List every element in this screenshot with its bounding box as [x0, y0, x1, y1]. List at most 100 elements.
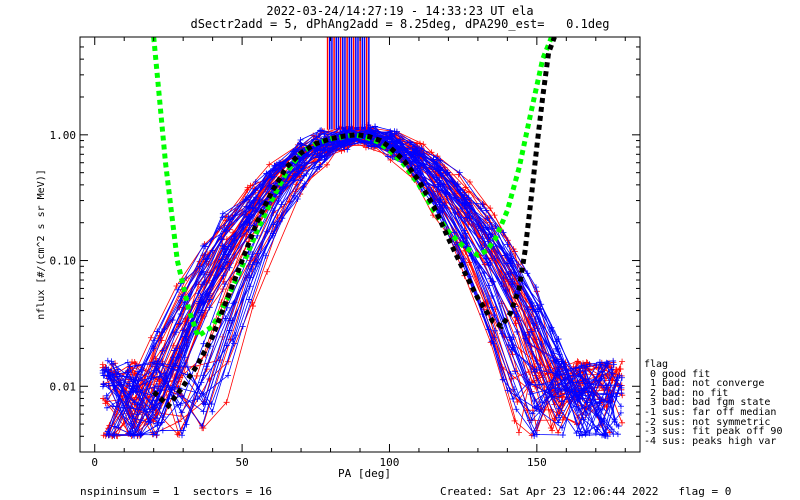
blue-series-point [126, 430, 133, 437]
blue-series-point [387, 132, 394, 139]
flag-legend: flag 0 good fit 1 bad: not converge 2 ba… [644, 360, 782, 446]
blue-series-point [183, 421, 190, 428]
blue-series-point [208, 401, 215, 408]
blue-series-point [492, 223, 499, 230]
blue-series-point [218, 236, 225, 243]
blue-series-point [131, 399, 138, 406]
blue-series-point [507, 370, 514, 377]
blue-series-point [171, 347, 178, 354]
blue-series-point [552, 384, 559, 391]
blue-series-point [504, 241, 511, 248]
blue-series-point [155, 419, 162, 426]
blue-series-point [464, 214, 471, 221]
blue-series-point [270, 221, 277, 228]
blue-series-point [509, 342, 516, 349]
blue-series-point [200, 408, 207, 415]
chart-title-line1: 2022-03-24/14:27:19 - 14:33:23 UT ela [266, 4, 534, 18]
blue-series-point [534, 325, 541, 332]
blue-series-point [485, 326, 492, 333]
blue-series-point [458, 196, 465, 203]
legend-entry: 0 good fit [644, 368, 711, 380]
blue-series-point [532, 404, 539, 411]
blue-series-point [618, 390, 625, 397]
blue-series-point [134, 406, 141, 413]
red-series-point [266, 161, 273, 168]
blue-series-line [114, 124, 604, 424]
blue-series-point [132, 374, 139, 381]
blue-series-point [438, 170, 445, 177]
red-series-point [153, 432, 160, 439]
legend-title: flag [644, 359, 669, 370]
blue-series-point [508, 255, 515, 262]
blue-series-point [460, 192, 467, 199]
blue-series-point [451, 229, 458, 236]
blue-series-point [584, 384, 591, 391]
blue-series-point [421, 177, 428, 184]
blue-series-point [510, 334, 517, 341]
blue-series-point [249, 253, 256, 260]
blue-series-point [110, 376, 117, 383]
blue-series-point [104, 357, 111, 364]
blue-series-point [103, 404, 110, 411]
blue-series-point [597, 361, 604, 368]
blue-series-point [136, 402, 143, 409]
red-series-point [549, 427, 556, 434]
blue-series-point [576, 432, 583, 439]
blue-series-point [200, 298, 207, 305]
blue-series-point [300, 183, 307, 190]
blue-series-point [548, 324, 555, 331]
blue-series-point [243, 214, 250, 221]
blue-series-point [182, 333, 189, 340]
blue-series-point [527, 381, 534, 388]
blue-series-point [549, 393, 556, 400]
blue-series-point [499, 376, 506, 383]
blue-series-point [528, 328, 535, 335]
blue-series-point [148, 374, 155, 381]
blue-series-point [601, 418, 608, 425]
red-series-line [113, 131, 603, 437]
blue-series-point [418, 145, 425, 152]
blue-series-point [457, 186, 464, 193]
blue-series-point [442, 190, 449, 197]
blue-series-point [507, 260, 514, 267]
blue-series-point [481, 242, 488, 249]
blue-series-point [159, 347, 166, 354]
red-series-point [99, 361, 106, 368]
blue-series-point [456, 169, 463, 176]
legend-entry: -2 sus: not symmetric [644, 416, 771, 428]
blue-series-point [110, 360, 117, 367]
blue-series-point [101, 366, 108, 373]
blue-series-point [109, 403, 116, 410]
blue-series-point [504, 387, 511, 394]
blue-series-point [344, 146, 351, 153]
blue-series-point [407, 139, 414, 146]
blue-series-point [179, 393, 186, 400]
blue-series-point [579, 431, 586, 438]
blue-series-line [117, 131, 614, 436]
blue-series-point [555, 414, 562, 421]
red-series-point [193, 372, 200, 379]
y-tick-label: 0.01 [50, 380, 77, 393]
blue-series-point [246, 274, 253, 281]
blue-series-point [573, 430, 580, 437]
blue-series-point [385, 153, 392, 160]
blue-series-point [498, 280, 505, 287]
blue-series-point [252, 178, 259, 185]
blue-series-point [458, 205, 465, 212]
blue-series-point [150, 431, 157, 438]
blue-series-point [603, 359, 610, 366]
blue-series-point [154, 328, 161, 335]
blue-series-point [614, 374, 621, 381]
blue-series-point [609, 370, 616, 377]
blue-series-point [314, 166, 321, 173]
blue-series-point [206, 304, 213, 311]
blue-series-point [465, 194, 472, 201]
blue-series-point [245, 227, 252, 234]
blue-series-point [508, 281, 515, 288]
blue-series-point [181, 342, 188, 349]
red-series-line [109, 129, 612, 437]
legend-entry: -4 sus: peaks high var [644, 435, 777, 447]
x-tick-label: 50 [235, 456, 248, 469]
blue-series-point [617, 382, 624, 389]
blue-series-point [229, 335, 236, 342]
